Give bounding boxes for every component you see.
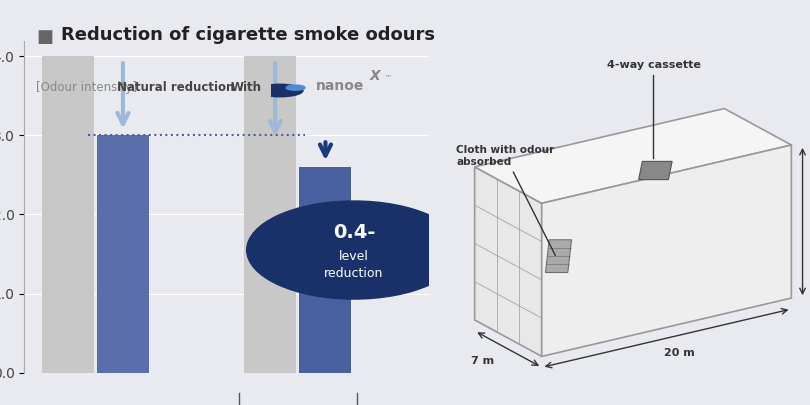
Polygon shape: [545, 240, 572, 273]
Polygon shape: [475, 109, 791, 203]
Text: 20 m: 20 m: [664, 348, 695, 358]
Text: [Odour intensity]: [Odour intensity]: [36, 81, 138, 94]
Text: With: With: [231, 81, 262, 94]
Bar: [97, 135, 149, 373]
Bar: [244, 56, 296, 373]
Polygon shape: [638, 161, 672, 179]
Bar: [41, 56, 93, 373]
Bar: [300, 167, 352, 373]
Text: X: X: [369, 69, 380, 83]
Text: reduction: reduction: [324, 267, 384, 280]
Text: 0.4-: 0.4-: [333, 223, 375, 242]
Text: 4-way cassette: 4-way cassette: [607, 60, 701, 159]
Polygon shape: [542, 145, 791, 356]
Polygon shape: [475, 167, 542, 356]
Text: Reduction of cigarette smoke odours: Reduction of cigarette smoke odours: [61, 26, 435, 44]
Circle shape: [286, 85, 305, 90]
Text: nanoe: nanoe: [316, 79, 364, 92]
Text: ■: ■: [36, 28, 53, 46]
Text: Cloth with odour
absorbed: Cloth with odour absorbed: [456, 145, 556, 256]
Text: Natural reduction: Natural reduction: [117, 81, 235, 94]
Circle shape: [247, 201, 462, 299]
Circle shape: [257, 84, 303, 97]
Text: ™: ™: [385, 74, 392, 80]
Text: 7 m: 7 m: [471, 356, 493, 366]
Text: level: level: [339, 250, 369, 263]
